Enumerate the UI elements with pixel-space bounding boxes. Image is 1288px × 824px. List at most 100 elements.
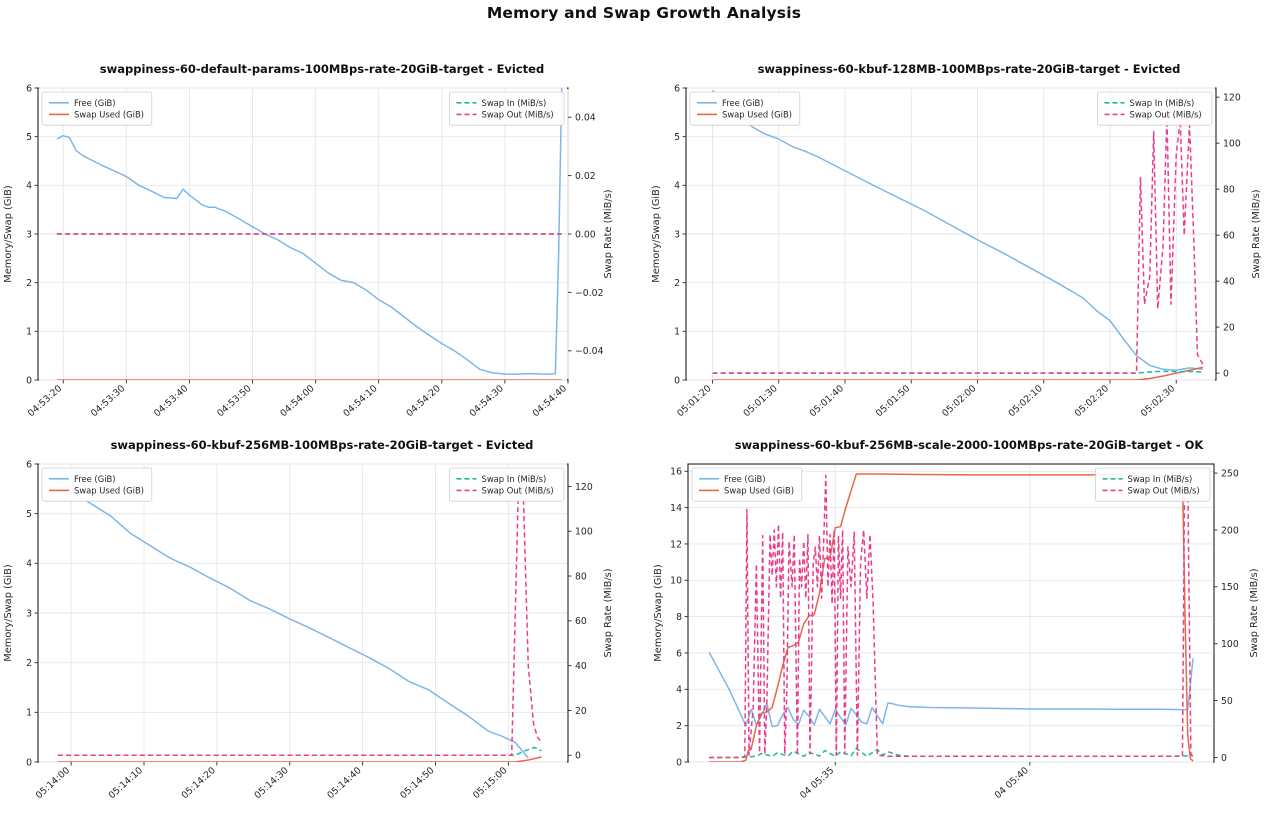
- series-line-free-gib: [708, 651, 1194, 728]
- y2-tick-label: −0.02: [575, 288, 604, 299]
- subplot-panel-2: swappiness-60-kbuf-128MB-100MBps-rate-20…: [650, 62, 1288, 442]
- legend-box: [41, 91, 153, 126]
- y-tick-label: 4: [26, 559, 32, 570]
- y2-tick-label: 50: [1221, 696, 1233, 707]
- y-tick-label: 16: [670, 467, 682, 478]
- y2-tick-label: 100: [1221, 639, 1239, 650]
- legend-label: Swap In (MiB/s): [482, 98, 547, 108]
- y-axis-label: Memory/Swap (GiB): [3, 185, 14, 282]
- y-axis-label: Memory/Swap (GiB): [651, 185, 662, 282]
- x-tick-label: 04:54:40: [531, 383, 569, 419]
- y-tick-label: 6: [676, 648, 682, 659]
- x-tick-label: 04:53:30: [89, 383, 127, 419]
- y2-tick-label: 0.00: [575, 229, 596, 240]
- legend-box: [691, 467, 803, 502]
- legend-label: Swap Used (GiB): [722, 110, 792, 120]
- y2-axis-label: Swap Rate (MiB/s): [1249, 568, 1260, 657]
- legend-label: Swap In (MiB/s): [482, 474, 547, 484]
- y-tick-label: 2: [26, 278, 32, 289]
- x-tick-label: 05:01:40: [808, 383, 846, 419]
- x-tick-label: 05:01:30: [741, 383, 779, 419]
- y2-axis-label: Swap Rate (MiB/s): [603, 568, 614, 657]
- y-tick-label: 0: [26, 757, 32, 768]
- y2-tick-label: 150: [1221, 582, 1239, 593]
- legend-box: [1097, 91, 1213, 126]
- series-group: [712, 89, 1204, 380]
- y-tick-label: 6: [26, 459, 32, 470]
- y2-tick-label: 0: [575, 751, 581, 762]
- legend-label: Swap Used (GiB): [74, 486, 144, 496]
- y2-tick-label: 200: [1221, 525, 1239, 536]
- legend-label: Swap In (MiB/s): [1130, 98, 1195, 108]
- series-group: [56, 88, 563, 380]
- x-tick-label: 05:14:10: [107, 765, 145, 801]
- y-tick-label: 3: [26, 229, 32, 240]
- y-axis-label: Memory/Swap (GiB): [653, 564, 664, 661]
- y2-tick-label: 80: [575, 571, 587, 582]
- series-line-free-gib: [712, 89, 1203, 372]
- y2-tick-label: 40: [1223, 277, 1235, 288]
- legend-label: Swap Out (MiB/s): [482, 110, 554, 120]
- figure-suptitle: Memory and Swap Growth Analysis: [486, 4, 802, 22]
- y-tick-label: 14: [670, 503, 682, 514]
- legend-label: Swap Out (MiB/s): [1130, 110, 1202, 120]
- y2-tick-label: 80: [1223, 185, 1235, 196]
- subplot-title: swappiness-60-kbuf-128MB-100MBps-rate-20…: [757, 62, 1181, 76]
- y-tick-label: 8: [676, 612, 682, 623]
- x-tick-label: 05:14:30: [252, 765, 290, 801]
- legend-box: [41, 467, 153, 502]
- legend-box: [449, 467, 565, 502]
- y2-tick-label: 60: [1223, 231, 1235, 242]
- y2-tick-label: 20: [1223, 323, 1235, 334]
- y-tick-label: 6: [674, 83, 680, 94]
- subplot-panel-4: swappiness-60-kbuf-256MB-scale-2000-100M…: [650, 438, 1288, 824]
- y2-tick-label: 20: [575, 706, 587, 717]
- y2-tick-label: 0: [1223, 369, 1229, 380]
- x-tick-label: 05:14:20: [179, 765, 217, 801]
- x-tick-label: 05:02:30: [1139, 383, 1177, 419]
- x-tick-label: 05:02:00: [940, 383, 978, 419]
- y-tick-label: 0: [676, 757, 682, 768]
- plot-area: 0 1 2 3 4 5 6 −0.04 −0.02 0.00 0.02 0.04 04:53:20 04:…: [3, 83, 614, 419]
- legend-label: Swap Out (MiB/s): [1128, 486, 1200, 496]
- x-tick-label: 04:54:00: [278, 383, 316, 419]
- x-tick-label: 05:14:50: [398, 765, 436, 801]
- y2-axis-label: Swap Rate (MiB/s): [1251, 189, 1262, 278]
- y2-tick-label: 120: [1223, 93, 1241, 104]
- y2-tick-label: 40: [575, 661, 587, 672]
- subplot-title: swappiness-60-kbuf-256MB-scale-2000-100M…: [734, 438, 1204, 452]
- y2-tick-label: 100: [1223, 139, 1241, 150]
- y-tick-label: 3: [674, 229, 680, 240]
- y-tick-label: 6: [26, 83, 32, 94]
- y-tick-label: 2: [676, 721, 682, 732]
- y2-tick-label: 120: [575, 482, 593, 493]
- x-tick-label: 05:14:40: [325, 765, 363, 801]
- y2-tick-label: 0.04: [575, 113, 596, 124]
- legend-label: Free (GiB): [724, 474, 766, 484]
- series-line-swap-used-gib: [57, 756, 542, 762]
- y2-tick-label: 250: [1221, 469, 1239, 480]
- y-tick-label: 1: [26, 327, 32, 338]
- subplot-panel-3: swappiness-60-kbuf-256MB-100MBps-rate-20…: [0, 438, 644, 824]
- series-line-free-gib: [57, 478, 529, 759]
- x-tick-label: 05:15:00: [471, 765, 509, 801]
- subplot-title: swappiness-60-kbuf-256MB-100MBps-rate-20…: [110, 438, 534, 452]
- series-line-free-gib: [56, 88, 563, 375]
- x-tick-label: 04 05:40: [993, 765, 1031, 801]
- x-tick-label: 04 05:35: [798, 765, 836, 801]
- y-tick-label: 0: [26, 375, 32, 386]
- x-tick-label: 05:01:20: [675, 383, 713, 419]
- legend-box: [689, 91, 801, 126]
- x-tick-label: 04:54:10: [341, 383, 379, 419]
- y2-tick-label: 100: [575, 527, 593, 538]
- y-tick-label: 5: [26, 509, 32, 520]
- y-tick-label: 4: [674, 181, 680, 192]
- legend-box: [449, 91, 565, 126]
- x-tick-label: 04:54:20: [404, 383, 442, 419]
- y-tick-label: 2: [26, 658, 32, 669]
- legend-label: Swap Used (GiB): [74, 110, 144, 120]
- y-tick-label: 4: [26, 181, 32, 192]
- legend-label: Swap In (MiB/s): [1128, 474, 1193, 484]
- y-tick-label: 0: [674, 375, 680, 386]
